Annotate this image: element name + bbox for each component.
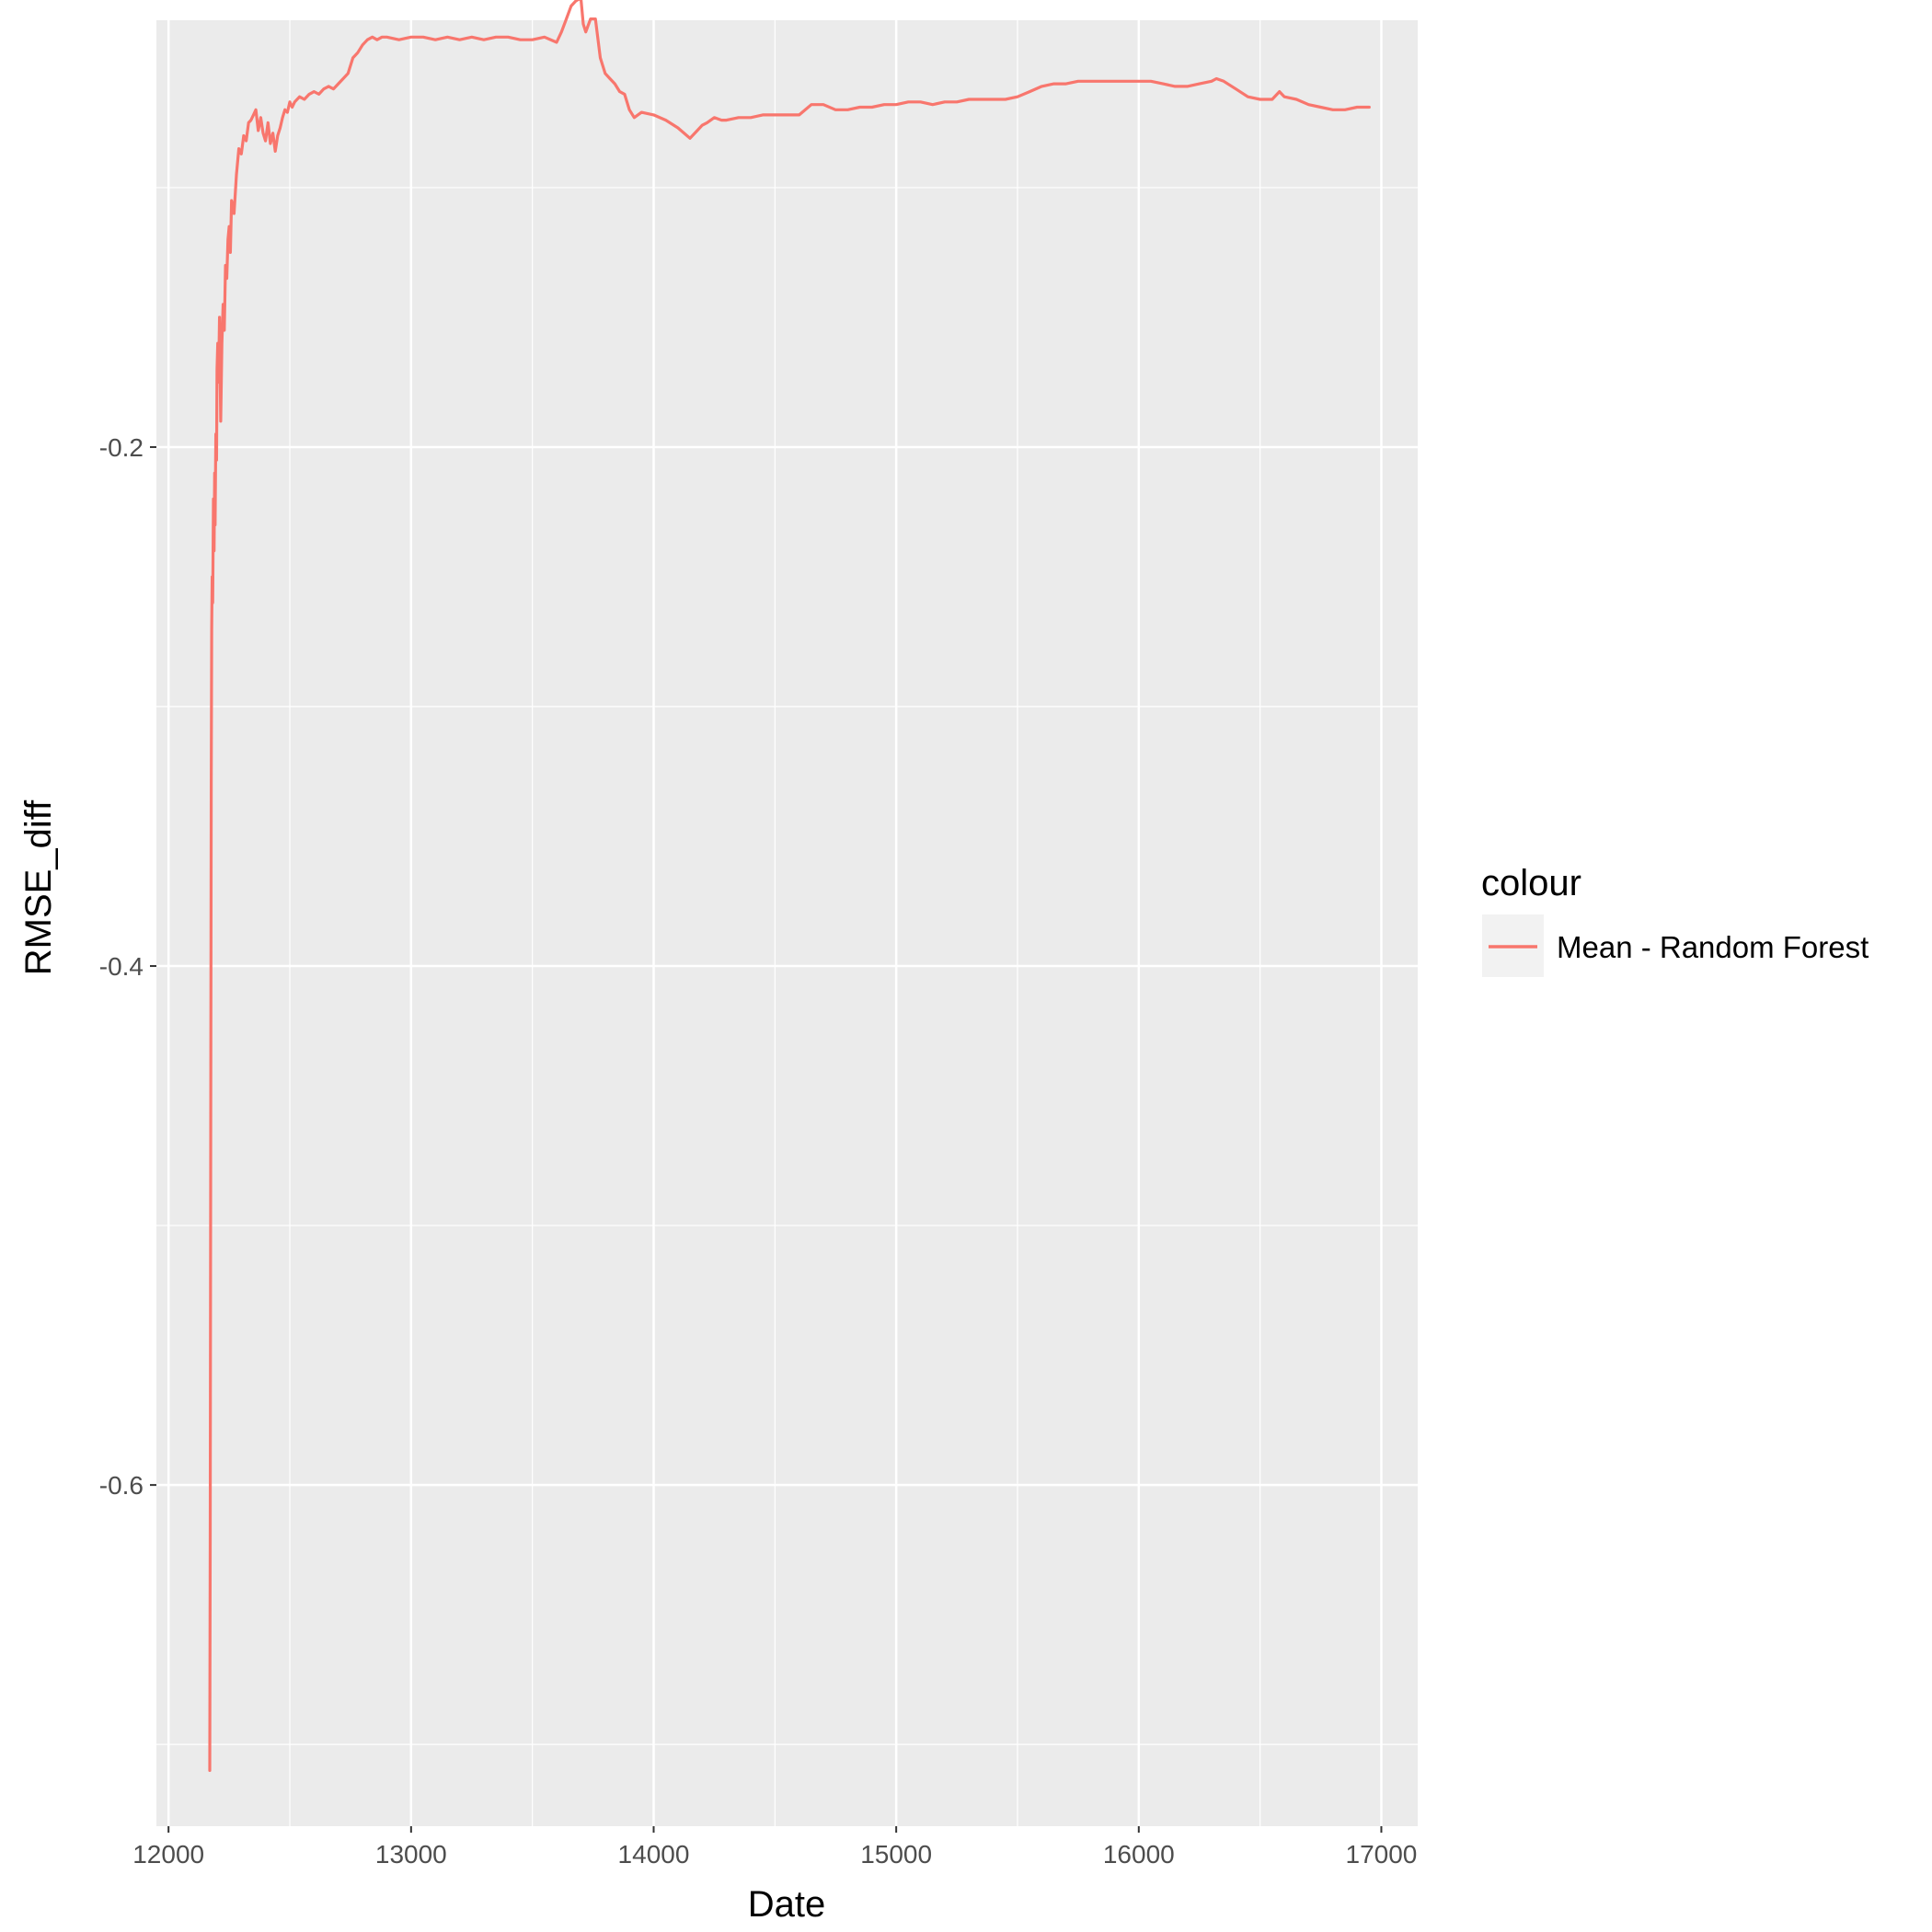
minor-gridlines xyxy=(156,20,1418,1826)
x-axis-title: Date xyxy=(748,1884,826,1925)
y-tick-label: -0.2 xyxy=(99,433,144,462)
plot-panel xyxy=(156,20,1418,1826)
series-layer xyxy=(208,0,1371,1773)
x-tick-label: 15000 xyxy=(860,1840,932,1869)
x-tick-label: 17000 xyxy=(1346,1840,1418,1869)
legend-label: Mean - Random Forest xyxy=(1557,930,1869,964)
y-axis: -0.2 -0.4 -0.6 xyxy=(99,433,156,1500)
x-tick-label: 14000 xyxy=(618,1840,690,1869)
x-tick-label: 16000 xyxy=(1103,1840,1175,1869)
x-tick-label: 12000 xyxy=(132,1840,204,1869)
x-axis: 12000 13000 14000 15000 16000 17000 xyxy=(132,1826,1417,1869)
y-tick-label: -0.4 xyxy=(99,952,144,981)
legend-title: colour xyxy=(1481,863,1581,903)
x-tick-label: 13000 xyxy=(375,1840,447,1869)
y-tick-label: -0.6 xyxy=(99,1471,144,1500)
major-gridlines xyxy=(156,20,1418,1826)
y-axis-title: RMSE_diff xyxy=(18,799,59,975)
series-line-0 xyxy=(208,0,1371,1773)
legend: colour Mean - Random Forest xyxy=(1481,863,1869,977)
